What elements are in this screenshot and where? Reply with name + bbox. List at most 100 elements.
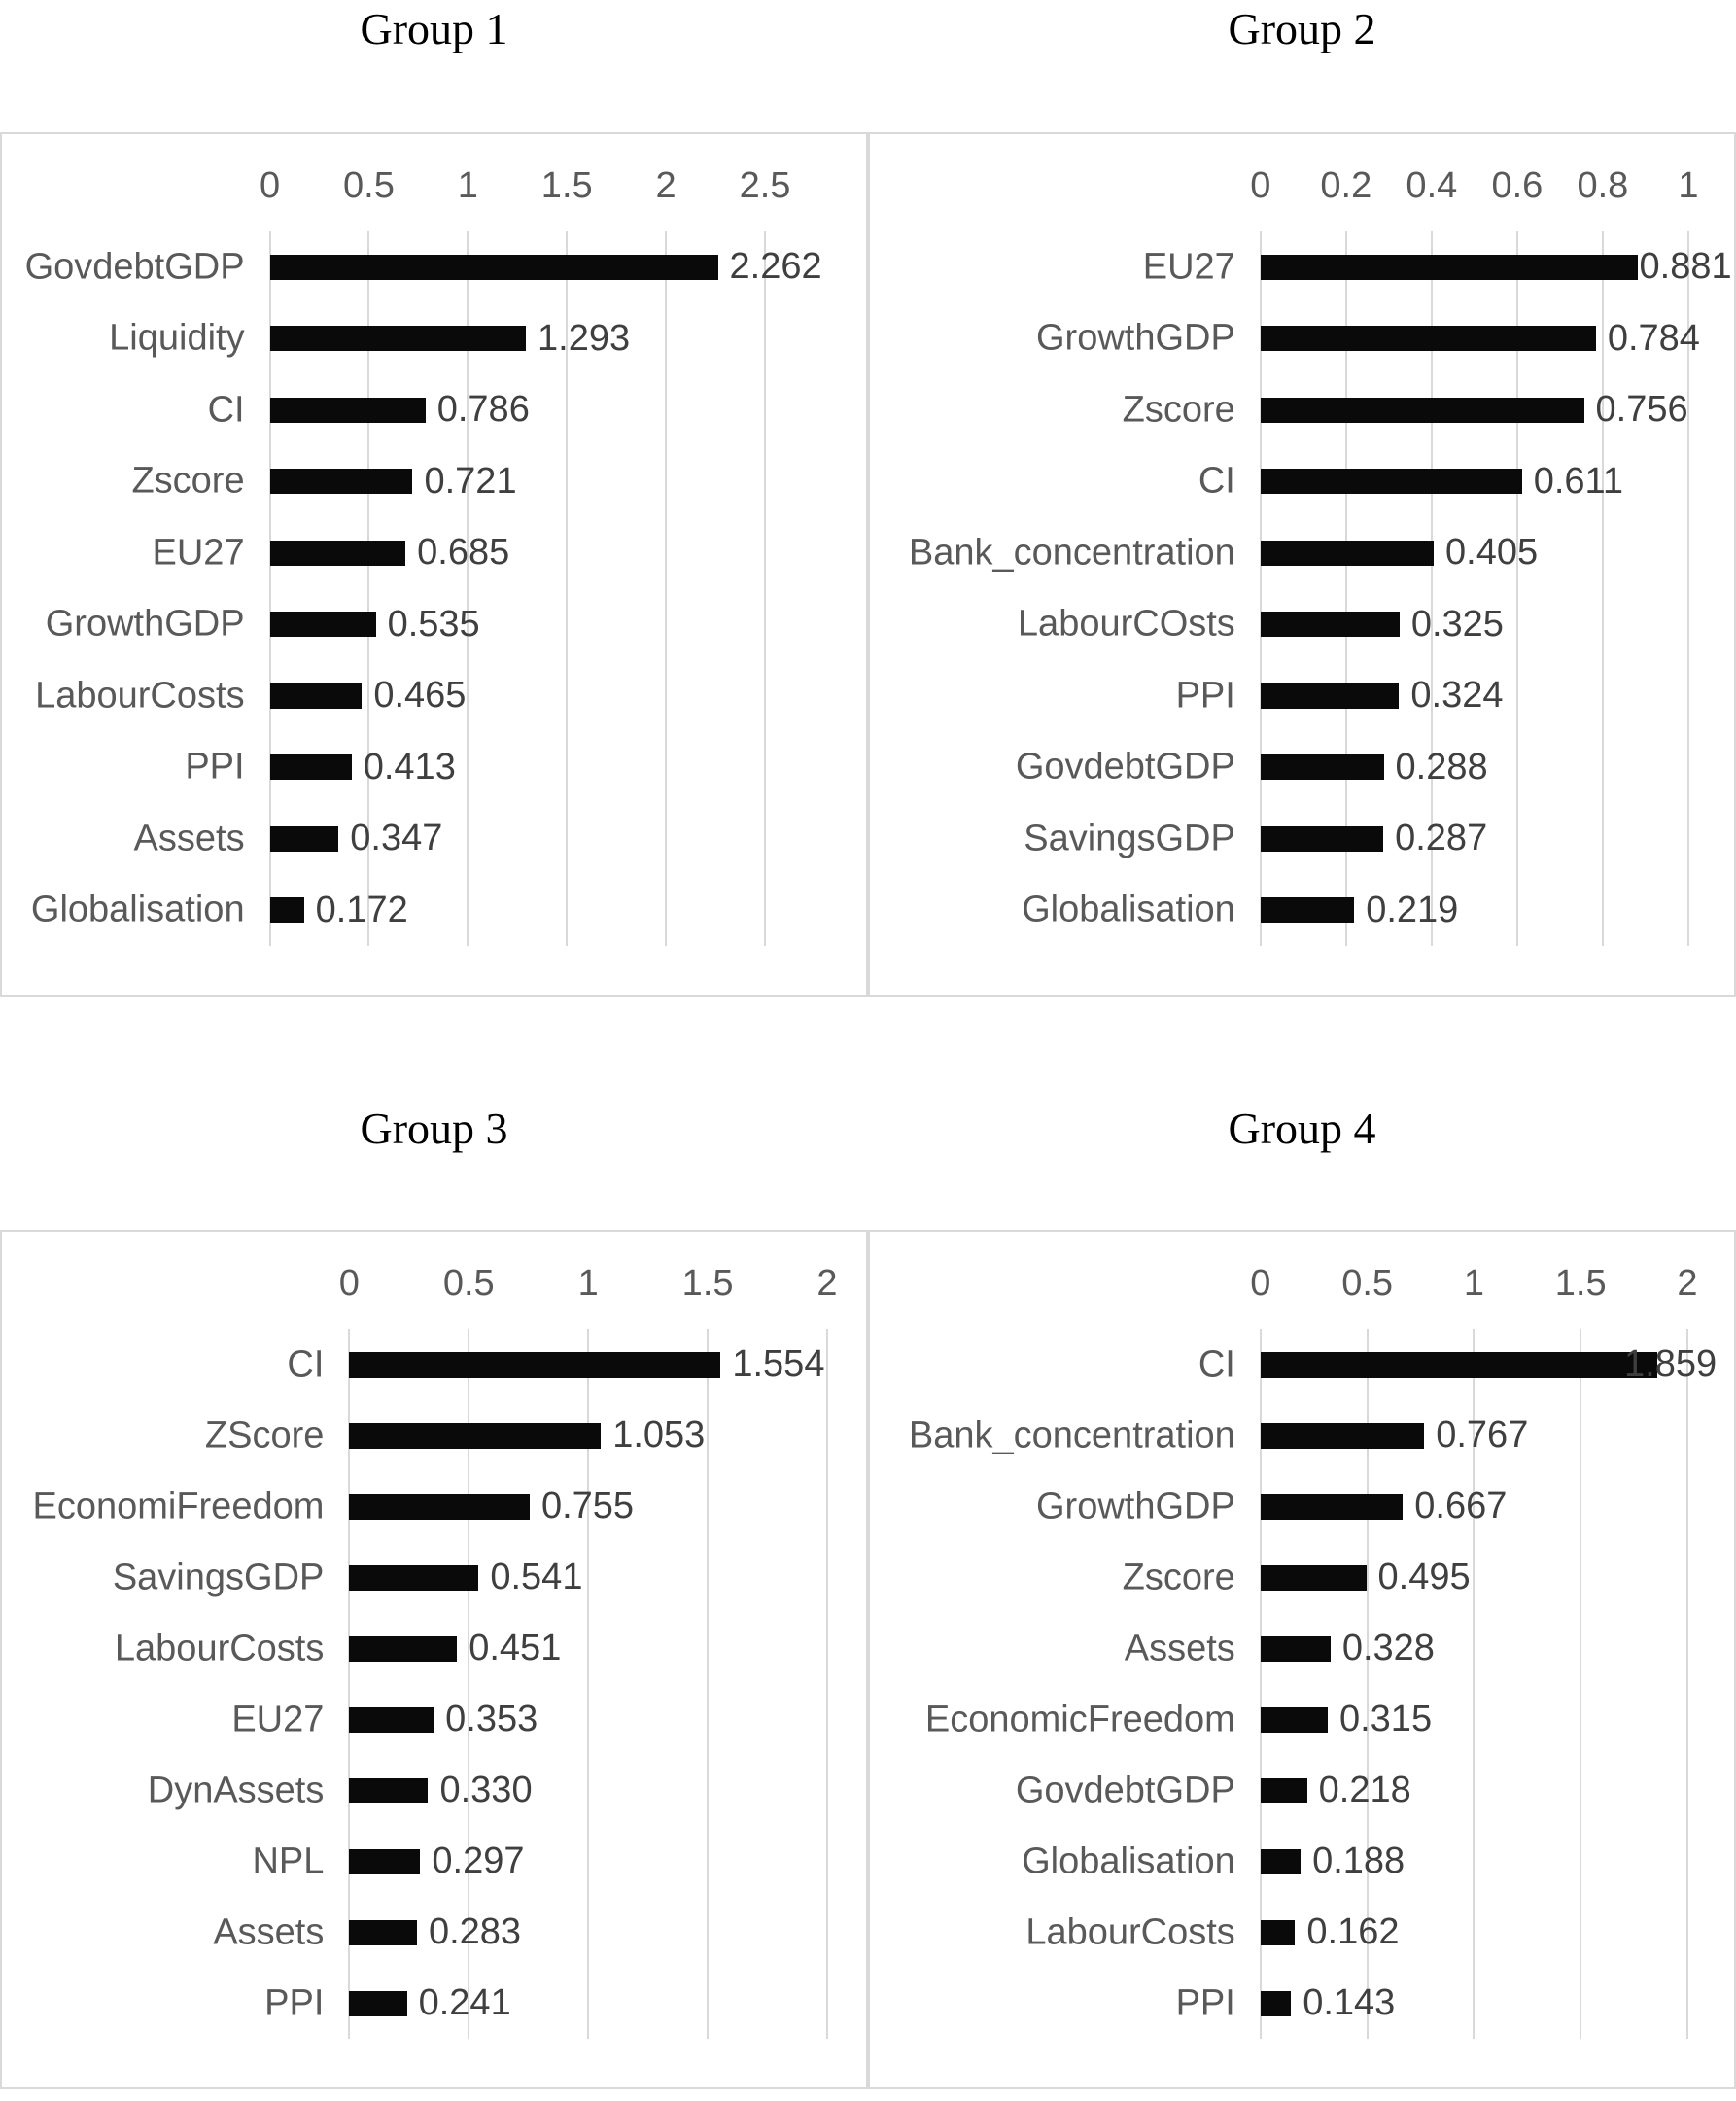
- category-label: Globalisation: [30, 889, 245, 930]
- bar-rows: CI 1.554 ZScore 1.053 EconomiFreedom 0.755 Sav…: [32, 1329, 827, 2039]
- bar: [349, 1422, 602, 1449]
- bar-row: EU27 0.881: [1143, 231, 1732, 303]
- value-label: 0.611: [1533, 460, 1623, 502]
- value-label: 2.262: [729, 246, 822, 288]
- bar-row: GovdebtGDP 2.262: [25, 231, 822, 303]
- bar-row: Assets 0.283: [213, 1897, 827, 1968]
- category-label: NPL: [252, 1840, 325, 1881]
- axis-tick-label: 1: [577, 1263, 599, 1304]
- value-label: 1.053: [612, 1415, 706, 1455]
- category-label: Bank_concentration: [908, 532, 1235, 574]
- category-label: Zscore: [131, 460, 245, 502]
- bar: [349, 1635, 458, 1662]
- axis-tick-label: 0: [260, 165, 281, 206]
- group2-title: Group 2: [1228, 4, 1376, 53]
- category-label: GovdebtGDP: [24, 246, 245, 288]
- bar-row: NPL 0.297: [252, 1826, 827, 1897]
- bar: [1260, 1706, 1328, 1733]
- gridline: [587, 1329, 590, 2039]
- bar-row: ZScore 1.053: [205, 1400, 827, 1471]
- bar-row: CI 1.859: [1198, 1329, 1717, 1400]
- category-label: PPI: [1175, 1982, 1235, 2023]
- bar: [269, 825, 339, 852]
- bar-row: SavingsGDP 0.541: [113, 1542, 827, 1613]
- value-axis: 0 0.5 1 1.5 2: [339, 1261, 838, 1306]
- bar: [1260, 1564, 1367, 1591]
- bar-row: GovdebtGDP 0.218: [1016, 1755, 1687, 1826]
- axis-tick-label: 1: [1678, 165, 1699, 206]
- bar: [1260, 1635, 1331, 1662]
- axis-tick-label: 2: [1677, 1263, 1698, 1304]
- category-label: EU27: [231, 1698, 325, 1739]
- value-label: 0.297: [432, 1840, 525, 1881]
- category-label: CI: [287, 1344, 325, 1384]
- value-label: 1.554: [732, 1344, 825, 1384]
- axis-tick-label: 1.5: [540, 165, 593, 206]
- bar: [1260, 683, 1400, 709]
- bar: [269, 397, 426, 423]
- value-label: 0.881: [1639, 246, 1732, 288]
- bar-row: EU27 0.685: [153, 517, 765, 589]
- bar: [349, 1564, 479, 1591]
- category-label: PPI: [1175, 675, 1235, 717]
- gridline: [1473, 1329, 1476, 2039]
- category-label: GovdebtGDP: [1015, 1769, 1235, 1810]
- bar: [1260, 1777, 1307, 1803]
- category-label: Assets: [1124, 1628, 1235, 1668]
- bar-row: PPI 0.241: [264, 1968, 827, 2039]
- bar-row: PPI 0.143: [1176, 1968, 1687, 2039]
- bar-row: Zscore 0.495: [1123, 1542, 1687, 1613]
- bar: [1260, 754, 1384, 781]
- axis-tick-label: 1: [457, 165, 478, 206]
- axis-tick-label: 0.2: [1320, 165, 1372, 206]
- group1-chart-panel: 0 0.5 1 1.5 2 2.5 GovdebtGDP 2.262 Liquidity 1.29…: [0, 132, 868, 997]
- category-label: Globalisation: [1022, 889, 1235, 930]
- category-label: GrowthGDP: [45, 603, 245, 645]
- gridline: [1259, 1329, 1262, 2039]
- bar-row: PPI 0.413: [185, 732, 765, 804]
- bar-row: GrowthGDP 0.667: [1036, 1471, 1687, 1542]
- value-label: 0.413: [363, 746, 456, 788]
- bar-row: CI 0.611: [1198, 446, 1688, 518]
- bar: [1260, 1422, 1425, 1449]
- value-label: 0.162: [1306, 1911, 1400, 1952]
- value-axis: 0 0.2 0.4 0.6 0.8 1: [1250, 163, 1698, 208]
- axis-tick-label: 0.6: [1491, 165, 1544, 206]
- axis-tick-label: 0.5: [1341, 1263, 1394, 1304]
- value-label: 1.859: [1624, 1344, 1718, 1384]
- bar: [269, 897, 304, 924]
- bar-row: Globalisation 0.188: [1022, 1826, 1687, 1897]
- value-label: 0.465: [373, 675, 467, 717]
- axis-tick-label: 2.5: [739, 165, 791, 206]
- bar: [1260, 326, 1596, 352]
- value-label: 0.667: [1414, 1486, 1508, 1526]
- axis-tick-label: 0.5: [343, 165, 395, 206]
- bar-row: EconomicFreedom 0.315: [925, 1684, 1687, 1755]
- bar: [269, 326, 527, 352]
- gridline: [566, 231, 569, 946]
- bar-row: Assets 0.328: [1125, 1613, 1687, 1684]
- group4-cell: Group 4 0 0.5 1 1.5 2 CI 1.859 Bank_concentrati…: [868, 997, 1736, 2101]
- category-label: SavingsGDP: [1024, 818, 1235, 859]
- gridline: [348, 1329, 351, 2039]
- bar: [349, 1848, 421, 1874]
- bar-row: Assets 0.347: [134, 803, 765, 875]
- category-label: Assets: [213, 1911, 325, 1952]
- gridline: [1580, 1329, 1582, 2039]
- axis-tick-label: 0.4: [1406, 165, 1458, 206]
- category-label: Liquidity: [109, 317, 245, 359]
- bar-row: LabourCOsts 0.325: [1018, 589, 1688, 661]
- bar: [349, 1706, 434, 1733]
- category-label: GrowthGDP: [1035, 317, 1235, 359]
- group3-cell: Group 3 0 0.5 1 1.5 2 CI 1.554 ZScore 1.053 Econo…: [0, 997, 868, 2101]
- gridline: [1366, 1329, 1369, 2039]
- bar-row: GovdebtGDP 0.288: [1016, 732, 1688, 804]
- bar: [269, 683, 363, 709]
- category-label: ZScore: [204, 1415, 325, 1455]
- bar-row: Zscore 0.756: [1123, 374, 1688, 446]
- category-label: LabourCosts: [114, 1628, 325, 1668]
- gridline: [468, 1329, 470, 2039]
- bar-row: Globalisation 0.172: [31, 875, 765, 947]
- bar: [1260, 612, 1400, 638]
